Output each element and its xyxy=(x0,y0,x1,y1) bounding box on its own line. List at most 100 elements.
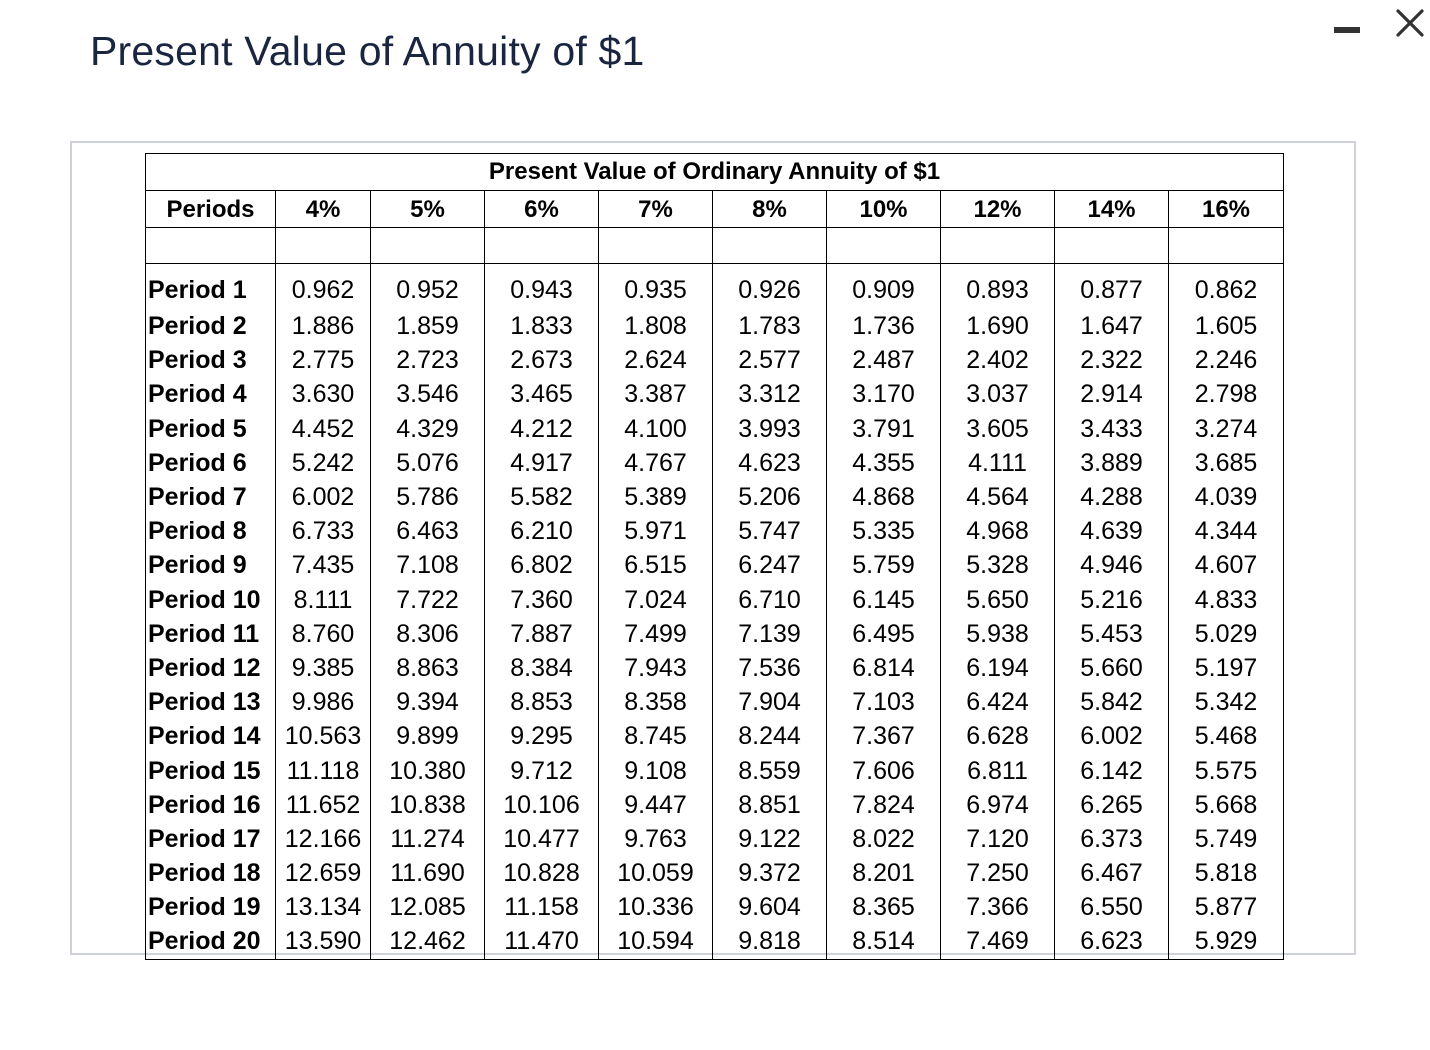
table-cell: 6.194 xyxy=(940,651,1055,686)
period-label: Period 20 xyxy=(145,924,276,960)
blank-cell xyxy=(145,227,276,264)
table-cell: 7.108 xyxy=(370,548,485,583)
table-cell: 9.763 xyxy=(598,822,713,857)
table-cell: 6.002 xyxy=(1054,719,1169,754)
table-cell: 5.335 xyxy=(826,514,941,549)
table-cell: 4.968 xyxy=(940,514,1055,549)
table-cell: 10.828 xyxy=(484,856,599,891)
table-cell: 5.668 xyxy=(1167,788,1285,823)
table-body: Period 1 0.962 0.952 0.943 0.935 0.926 0.909 0.… xyxy=(145,263,1285,960)
table-cell: 8.760 xyxy=(275,617,371,652)
table-cell: 7.536 xyxy=(712,651,827,686)
table-cell: 5.076 xyxy=(370,446,485,481)
blank-cell xyxy=(1054,227,1169,264)
table-cell: 5.747 xyxy=(712,514,827,549)
table-cell: 8.853 xyxy=(484,685,599,720)
table-row: Period 14 10.563 9.899 9.295 8.745 8.244 7.367… xyxy=(145,719,1285,754)
table-cell: 0.862 xyxy=(1167,263,1285,310)
column-header-rate: 10% xyxy=(826,190,941,228)
table-cell: 8.244 xyxy=(712,719,827,754)
table-cell: 0.935 xyxy=(598,263,713,310)
table-cell: 1.859 xyxy=(370,309,485,344)
table-cell: 10.106 xyxy=(484,788,599,823)
period-label: Period 19 xyxy=(145,890,276,925)
table-cell: 4.329 xyxy=(370,412,485,447)
table-cell: 2.577 xyxy=(712,343,827,378)
table-cell: 2.723 xyxy=(370,343,485,378)
table-cell: 6.002 xyxy=(275,480,371,515)
close-icon[interactable] xyxy=(1393,6,1427,40)
table-cell: 6.265 xyxy=(1054,788,1169,823)
column-header-rate: 5% xyxy=(370,190,485,228)
period-label: Period 8 xyxy=(145,514,276,549)
table-cell: 9.986 xyxy=(275,685,371,720)
minimize-icon[interactable] xyxy=(1332,18,1360,42)
table-cell: 1.690 xyxy=(940,309,1055,344)
table-row: Period 10 8.111 7.722 7.360 7.024 6.710 6.145 5… xyxy=(145,583,1285,618)
table-cell: 1.605 xyxy=(1167,309,1285,344)
table-cell: 8.358 xyxy=(598,685,713,720)
blank-cell xyxy=(712,227,827,264)
period-label: Period 10 xyxy=(145,583,276,618)
table-cell: 9.385 xyxy=(275,651,371,686)
table-cell: 3.889 xyxy=(1054,446,1169,481)
period-label: Period 3 xyxy=(145,343,276,378)
table-cell: 2.322 xyxy=(1054,343,1169,378)
column-header-rate: 6% xyxy=(484,190,599,228)
table-cell: 4.639 xyxy=(1054,514,1169,549)
table-cell: 3.274 xyxy=(1167,412,1285,447)
table-cell: 11.158 xyxy=(484,890,599,925)
table-cell: 5.582 xyxy=(484,480,599,515)
period-label: Period 14 xyxy=(145,719,276,754)
table-row: Period 6 5.242 5.076 4.917 4.767 4.623 4.355 4.… xyxy=(145,446,1285,481)
table-cell: 1.647 xyxy=(1054,309,1169,344)
table-cell: 6.142 xyxy=(1054,753,1169,789)
table-cell: 6.495 xyxy=(826,617,941,652)
table-cell: 1.736 xyxy=(826,309,941,344)
table-cell: 8.559 xyxy=(712,753,827,789)
table-row: Period 8 6.733 6.463 6.210 5.971 5.747 5.335 4.… xyxy=(145,514,1285,549)
table-cell: 8.201 xyxy=(826,856,941,891)
table-cell: 6.710 xyxy=(712,583,827,618)
table-cell: 7.139 xyxy=(712,617,827,652)
table-cell: 7.360 xyxy=(484,583,599,618)
table-cell: 4.100 xyxy=(598,412,713,447)
annuity-table: Present Value of Ordinary Annuity of $1 … xyxy=(144,153,1285,960)
column-header-rate: 14% xyxy=(1054,190,1169,228)
table-cell: 2.914 xyxy=(1054,377,1169,413)
table-cell: 6.424 xyxy=(940,685,1055,720)
table-cell: 3.685 xyxy=(1167,446,1285,481)
blank-cell xyxy=(826,227,941,264)
table-cell: 10.059 xyxy=(598,856,713,891)
table-row: Period 1 0.962 0.952 0.943 0.935 0.926 0.909 0.… xyxy=(145,263,1285,310)
blank-row xyxy=(145,227,1285,264)
table-cell: 11.274 xyxy=(370,822,485,857)
table-cell: 8.745 xyxy=(598,719,713,754)
period-label: Period 1 xyxy=(145,263,276,310)
table-cell: 1.783 xyxy=(712,309,827,344)
table-cell: 3.170 xyxy=(826,377,941,413)
table-cell: 4.868 xyxy=(826,480,941,515)
table-cell: 5.575 xyxy=(1167,753,1285,789)
table-cell: 7.120 xyxy=(940,822,1055,857)
table-cell: 12.085 xyxy=(370,890,485,925)
table-cell: 6.515 xyxy=(598,548,713,583)
table-cell: 9.818 xyxy=(712,924,827,960)
table-cell: 7.469 xyxy=(940,924,1055,960)
table-cell: 0.893 xyxy=(940,263,1055,310)
table-cell: 9.295 xyxy=(484,719,599,754)
table-cell: 5.453 xyxy=(1054,617,1169,652)
period-label: Period 9 xyxy=(145,548,276,583)
table-cell: 3.387 xyxy=(598,377,713,413)
table-row: Period 15 11.118 10.380 9.712 9.108 8.559 7.60… xyxy=(145,753,1285,789)
table-cell: 7.024 xyxy=(598,583,713,618)
table-row: Period 11 8.760 8.306 7.887 7.499 7.139 6.495 5… xyxy=(145,617,1285,652)
table-cell: 4.111 xyxy=(940,446,1055,481)
table-row: Period 12 9.385 8.863 8.384 7.943 7.536 6.814 6… xyxy=(145,651,1285,686)
table-cell: 3.465 xyxy=(484,377,599,413)
table-cell: 7.887 xyxy=(484,617,599,652)
table-cell: 3.433 xyxy=(1054,412,1169,447)
column-header-rate: 4% xyxy=(275,190,371,228)
table-cell: 11.652 xyxy=(275,788,371,823)
table-cell: 3.546 xyxy=(370,377,485,413)
